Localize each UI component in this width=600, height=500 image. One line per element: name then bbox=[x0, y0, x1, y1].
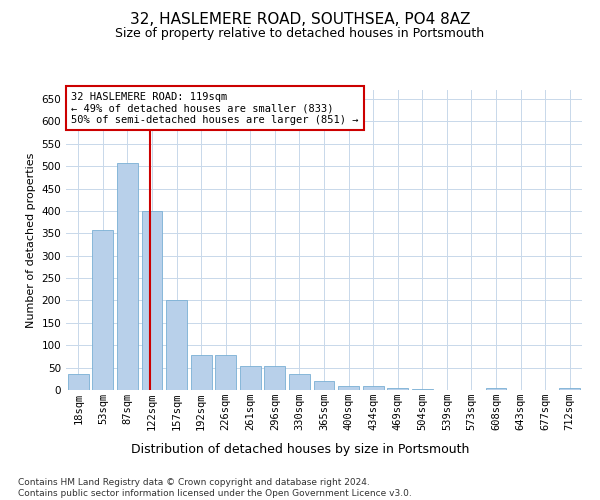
Bar bbox=[412, 389, 433, 390]
Bar bbox=[265, 366, 286, 390]
Bar bbox=[166, 300, 187, 390]
Bar bbox=[142, 211, 163, 390]
Text: 32 HASLEMERE ROAD: 119sqm
← 49% of detached houses are smaller (833)
50% of semi: 32 HASLEMERE ROAD: 119sqm ← 49% of detac… bbox=[71, 92, 359, 124]
Bar bbox=[92, 230, 113, 390]
Bar bbox=[485, 388, 506, 390]
Bar bbox=[362, 386, 383, 390]
Text: Size of property relative to detached houses in Portsmouth: Size of property relative to detached ho… bbox=[115, 28, 485, 40]
Bar bbox=[240, 366, 261, 390]
Text: Contains HM Land Registry data © Crown copyright and database right 2024.
Contai: Contains HM Land Registry data © Crown c… bbox=[18, 478, 412, 498]
Bar bbox=[215, 355, 236, 390]
Bar bbox=[191, 355, 212, 390]
Text: Distribution of detached houses by size in Portsmouth: Distribution of detached houses by size … bbox=[131, 442, 469, 456]
Bar bbox=[559, 388, 580, 390]
Text: 32, HASLEMERE ROAD, SOUTHSEA, PO4 8AZ: 32, HASLEMERE ROAD, SOUTHSEA, PO4 8AZ bbox=[130, 12, 470, 28]
Bar bbox=[387, 388, 408, 390]
Y-axis label: Number of detached properties: Number of detached properties bbox=[26, 152, 36, 328]
Bar bbox=[68, 374, 89, 390]
Bar bbox=[338, 386, 359, 390]
Bar bbox=[314, 381, 334, 390]
Bar bbox=[289, 374, 310, 390]
Bar bbox=[117, 163, 138, 390]
